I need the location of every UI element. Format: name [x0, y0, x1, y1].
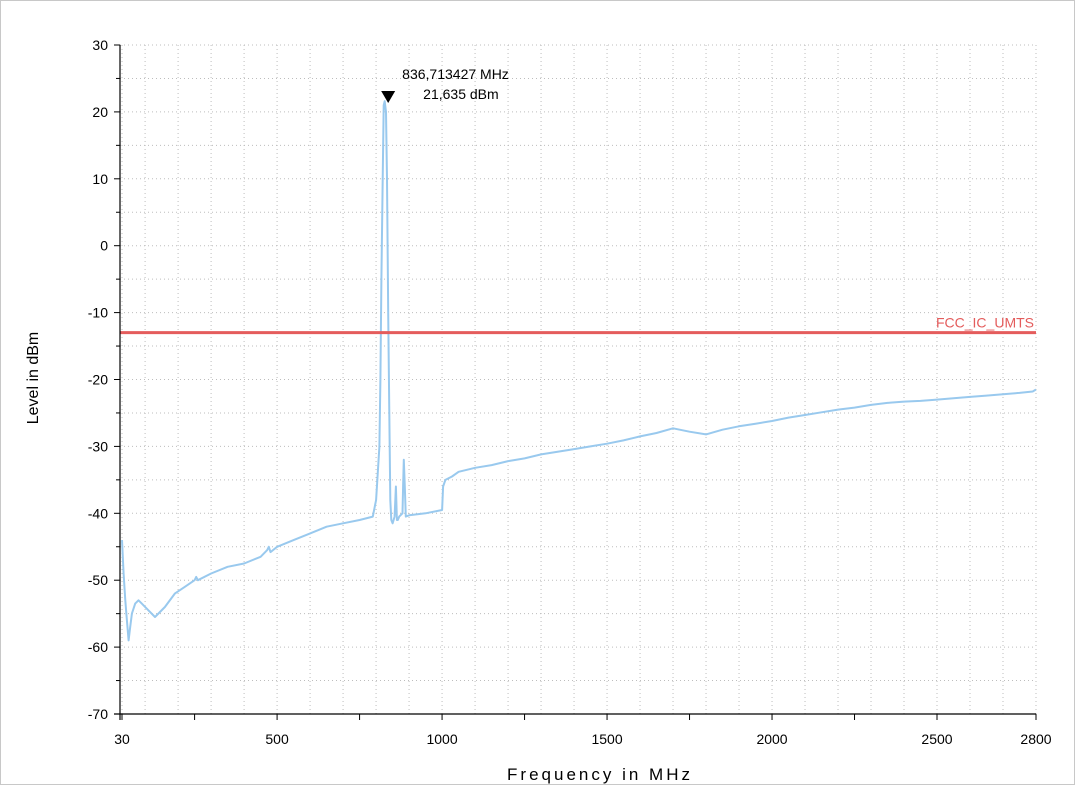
y-tick-label: -60 — [88, 639, 108, 655]
y-tick-label: 10 — [92, 171, 108, 187]
spectrum-trace — [121, 100, 1037, 642]
x-tick-label: 2500 — [921, 731, 952, 747]
marker-triangle-icon — [381, 90, 396, 103]
x-tick-label: 30 — [114, 731, 130, 747]
x-tick-label: 2800 — [1020, 731, 1051, 747]
limit-layer: FCC_IC_UMTS — [120, 315, 1036, 335]
y-tick-labels: 30 20 10 0 -10 -20 -30 -40 -50 -60 -70 — [88, 37, 108, 722]
marker-level-label: 21,635 dBm — [423, 86, 499, 102]
peak-marker: 836,713427 MHz 21,635 dBm — [381, 66, 509, 103]
x-tick-label: 1500 — [591, 731, 622, 747]
axes — [114, 44, 1037, 720]
y-tick-label: -50 — [88, 572, 108, 588]
x-tick-labels: 30 500 1000 1500 2000 2500 2800 — [114, 731, 1052, 747]
limit-line-label: FCC_IC_UMTS — [936, 315, 1034, 331]
y-tick-label: -40 — [88, 505, 108, 521]
marker-frequency-label: 836,713427 MHz — [402, 66, 509, 82]
y-tick-label: 20 — [92, 104, 108, 120]
x-tick-label: 500 — [265, 731, 289, 747]
y-axis-title: Level in dBm — [25, 332, 42, 425]
y-tick-label: 0 — [100, 238, 108, 254]
y-tick-label: -20 — [88, 372, 108, 388]
y-tick-label: -70 — [88, 706, 108, 722]
y-tick-label: -10 — [88, 305, 108, 321]
x-tick-label: 2000 — [756, 731, 787, 747]
x-axis-title: Frequency in MHz — [507, 765, 693, 784]
x-tick-label: 1000 — [426, 731, 457, 747]
grid — [120, 44, 1037, 715]
series-layer — [121, 100, 1037, 642]
y-tick-label: 30 — [92, 37, 108, 53]
y-tick-label: -30 — [88, 438, 108, 454]
